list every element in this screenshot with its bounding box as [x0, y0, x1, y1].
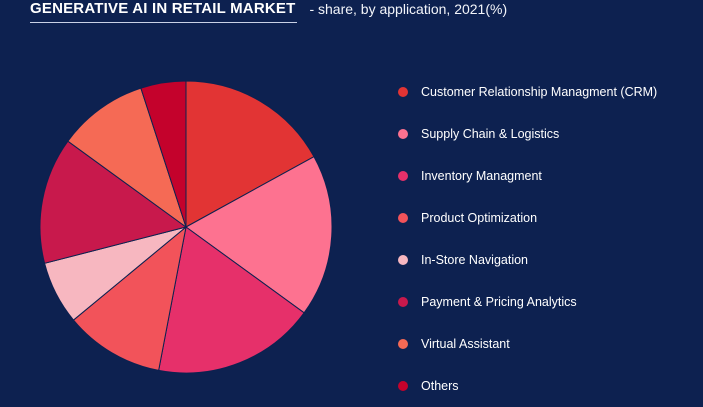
pie-slice-5[interactable]	[39, 140, 188, 264]
legend-label: Payment & Pricing Analytics	[421, 295, 577, 309]
legend-item-6[interactable]: Virtual Assistant	[398, 323, 657, 365]
chart-title: GENERATIVE AI IN RETAIL MARKET	[30, 0, 298, 23]
chart-header: GENERATIVE AI IN RETAIL MARKET - share, …	[30, 0, 507, 26]
legend-dot-icon	[398, 381, 408, 391]
legend-label: Inventory Managment	[421, 169, 542, 183]
legend-dot-icon	[398, 87, 408, 97]
pie-chart	[39, 80, 333, 374]
pie-slice-3[interactable]	[72, 225, 187, 371]
legend-label: Virtual Assistant	[421, 337, 510, 351]
legend-dot-icon	[398, 213, 408, 223]
legend-label: Product Optimization	[421, 211, 538, 225]
legend-label: In-Store Navigation	[421, 253, 529, 267]
legend-dot-icon	[398, 255, 408, 265]
pie-slice-0[interactable]	[185, 80, 315, 228]
pie-slice-7[interactable]	[140, 80, 187, 228]
legend-item-3[interactable]: Product Optimization	[398, 197, 657, 239]
pie-slice-1[interactable]	[185, 155, 333, 314]
legend-label: Others	[421, 379, 459, 393]
legend-item-1[interactable]: Supply Chain & Logistics	[398, 113, 657, 155]
legend-dot-icon	[398, 339, 408, 349]
legend-dot-icon	[398, 297, 408, 307]
legend-label: Supply Chain & Logistics	[421, 127, 560, 141]
legend-dot-icon	[398, 129, 408, 139]
legend-item-4[interactable]: In-Store Navigation	[398, 239, 657, 281]
legend-dot-icon	[398, 171, 408, 181]
legend-item-2[interactable]: Inventory Managment	[398, 155, 657, 197]
chart-legend: Customer Relationship Managment (CRM) Sup…	[398, 71, 657, 407]
legend-label: Customer Relationship Managment (CRM)	[421, 85, 658, 99]
legend-item-0[interactable]: Customer Relationship Managment (CRM)	[398, 71, 657, 113]
pie-slice-6[interactable]	[67, 87, 187, 229]
legend-item-7[interactable]: Others	[398, 365, 657, 407]
pie-chart-area	[0, 30, 380, 400]
chart-subtitle: - share, by application, 2021(%)	[309, 1, 508, 17]
pie-slice-2[interactable]	[158, 226, 305, 374]
legend-item-5[interactable]: Payment & Pricing Analytics	[398, 281, 657, 323]
